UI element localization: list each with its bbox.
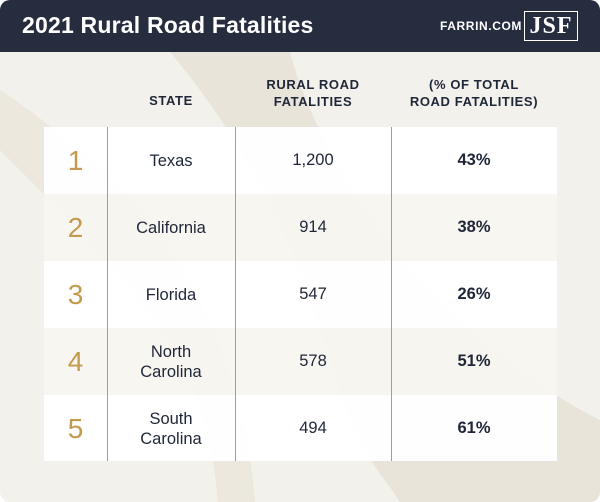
state-line2: Carolina	[140, 429, 202, 448]
logo-text: JSF	[529, 13, 573, 39]
percent-cell: 38%	[457, 218, 491, 236]
fatalities-cell: 578	[299, 352, 327, 370]
table-row: 5 South Carolina 494 61%	[44, 395, 557, 461]
state-cell: North Carolina	[107, 328, 235, 395]
table-row: 3 Florida 547 26%	[44, 261, 557, 328]
state-cell: California	[136, 218, 206, 237]
percent-cell: 51%	[457, 352, 491, 370]
state-line2: Carolina	[140, 362, 202, 381]
column-header-fatalities: RURAL ROAD FATALITIES	[235, 76, 391, 110]
column-divider	[107, 127, 108, 461]
state-cell: Texas	[149, 151, 193, 170]
rank-cell: 4	[67, 345, 84, 377]
rank-cell: 3	[67, 278, 84, 310]
column-header-fatalities-line1: RURAL ROAD	[266, 77, 360, 92]
table-row: 2 California 914 38%	[44, 194, 557, 261]
percent-cell: 26%	[457, 285, 491, 303]
table-row: 4 North Carolina 578 51%	[44, 328, 557, 395]
rank-cell: 2	[67, 211, 84, 243]
column-header-state-label: STATE	[149, 93, 193, 108]
page-title: 2021 Rural Road Fatalities	[22, 12, 314, 38]
state-line1: North	[150, 342, 192, 361]
column-header-percent-line1: (% OF TOTAL	[429, 77, 519, 92]
state-cell: Florida	[145, 285, 197, 304]
column-divider	[235, 127, 236, 461]
state-line1: South	[149, 409, 193, 428]
column-header-percent: (% OF TOTAL ROAD FATALITIES)	[391, 76, 557, 110]
fatalities-cell: 914	[299, 218, 327, 236]
fatalities-cell: 547	[299, 285, 327, 303]
column-divider	[391, 127, 392, 461]
fatalities-cell: 1,200	[292, 151, 334, 169]
jsf-logo[interactable]: JSF	[524, 11, 578, 41]
column-header-fatalities-line2: FATALITIES	[273, 94, 353, 109]
table-row: 1 Texas 1,200 43%	[44, 127, 557, 194]
fatalities-cell: 494	[299, 419, 327, 437]
state-cell: South Carolina	[107, 395, 235, 462]
column-header-percent-line2: ROAD FATALITIES)	[409, 94, 539, 109]
column-header-state: STATE	[107, 92, 235, 109]
rank-cell: 5	[67, 412, 84, 444]
percent-cell: 61%	[457, 419, 491, 437]
percent-cell: 43%	[457, 151, 491, 169]
rank-cell: 1	[67, 144, 84, 176]
site-url[interactable]: FARRIN.COM	[440, 19, 522, 33]
fatalities-table: 1 Texas 1,200 43% 2 California 914 38% 3…	[44, 127, 557, 461]
header-bar: 2021 Rural Road Fatalities FARRIN.COM JS…	[0, 0, 600, 52]
